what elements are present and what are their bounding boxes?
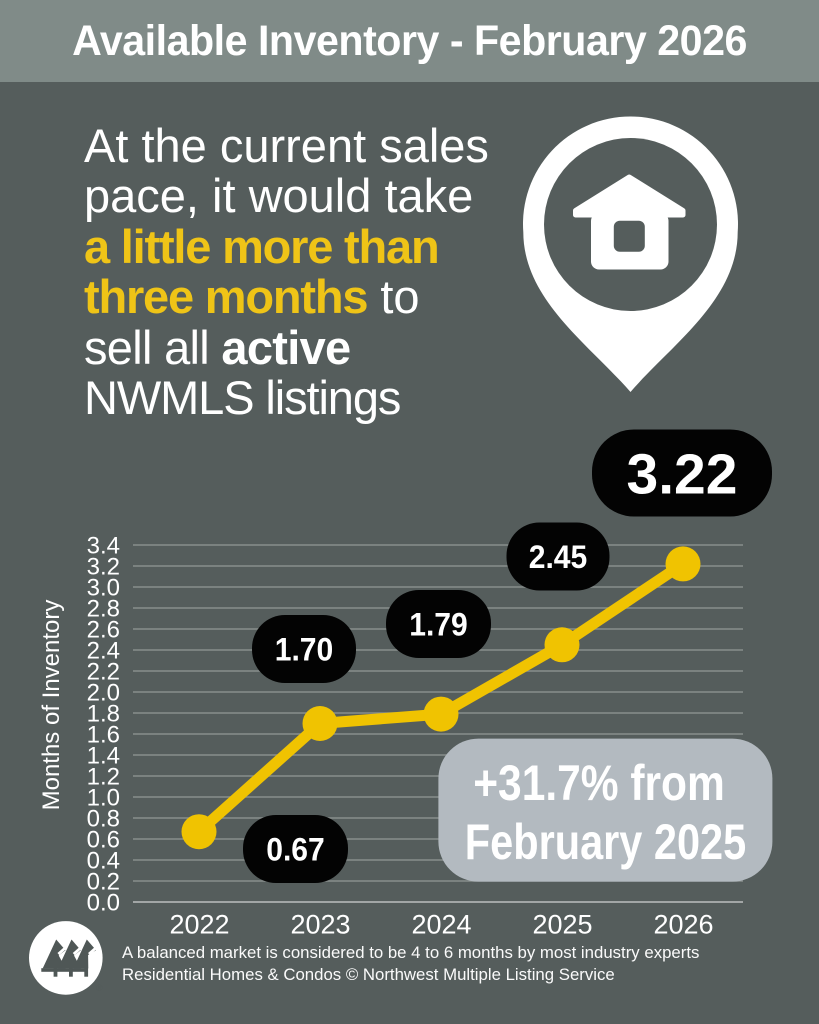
svg-text:1.8: 1.8 (87, 701, 120, 728)
svg-text:2.8: 2.8 (87, 596, 120, 623)
svg-text:2.4: 2.4 (87, 638, 120, 665)
svg-text:2024: 2024 (411, 910, 471, 940)
svg-text:1.2: 1.2 (87, 764, 120, 791)
svg-text:February 2025: February 2025 (465, 813, 746, 870)
svg-text:1.6: 1.6 (87, 722, 120, 749)
svg-text:+31.7% from: +31.7% from (473, 755, 725, 811)
svg-text:2023: 2023 (290, 910, 350, 940)
svg-text:0.2: 0.2 (87, 869, 120, 896)
svg-text:3.2: 3.2 (87, 554, 120, 581)
svg-text:1.70: 1.70 (275, 632, 334, 668)
svg-text:1.79: 1.79 (409, 607, 468, 643)
svg-text:2022: 2022 (169, 910, 229, 940)
svg-text:1.0: 1.0 (87, 785, 120, 812)
svg-text:0.4: 0.4 (87, 848, 120, 875)
svg-text:Months of Inventory: Months of Inventory (38, 600, 65, 811)
svg-text:3.4: 3.4 (87, 533, 120, 560)
svg-text:0.67: 0.67 (266, 832, 325, 868)
svg-text:2025: 2025 (532, 910, 592, 940)
svg-text:1.4: 1.4 (87, 743, 120, 770)
svg-text:2026: 2026 (653, 910, 713, 940)
svg-text:2.6: 2.6 (87, 617, 120, 644)
svg-text:2.2: 2.2 (87, 659, 120, 686)
svg-text:2.45: 2.45 (529, 539, 588, 575)
svg-text:2.0: 2.0 (87, 680, 120, 707)
svg-text:0.8: 0.8 (87, 806, 120, 833)
svg-text:3.22: 3.22 (627, 443, 738, 507)
svg-text:®: ® (96, 983, 103, 993)
svg-text:3.0: 3.0 (87, 575, 120, 602)
svg-text:0.6: 0.6 (87, 827, 120, 854)
svg-text:0.0: 0.0 (87, 890, 120, 917)
